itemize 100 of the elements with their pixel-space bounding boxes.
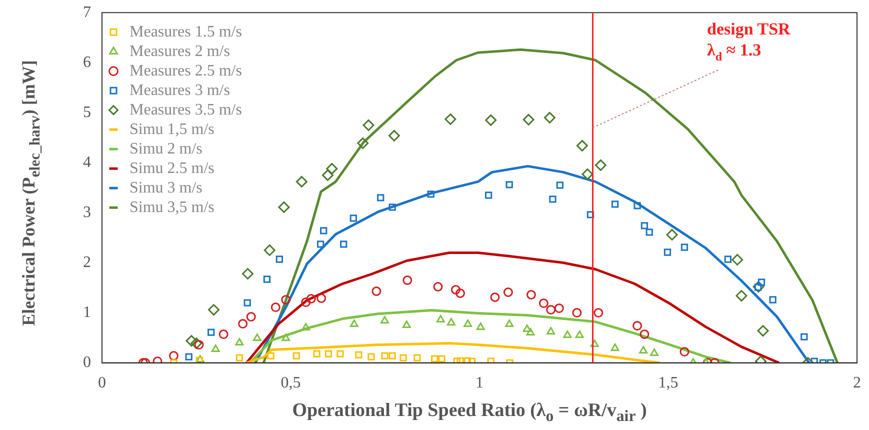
point <box>400 354 407 362</box>
point <box>522 114 534 126</box>
point <box>372 286 382 296</box>
point <box>190 338 202 350</box>
x-tick-label: 2 <box>853 374 861 392</box>
point <box>634 202 641 210</box>
point <box>350 320 358 328</box>
point <box>456 288 465 298</box>
point <box>586 211 594 218</box>
point <box>522 324 532 332</box>
point <box>301 298 311 308</box>
point <box>640 222 648 230</box>
y-tick-label: 7 <box>83 4 91 21</box>
point <box>313 350 320 358</box>
point <box>594 159 606 171</box>
point <box>732 254 744 266</box>
point <box>238 319 248 329</box>
point <box>388 130 400 142</box>
point <box>316 294 326 304</box>
point <box>340 240 348 248</box>
point <box>594 308 604 318</box>
legend-label: Measures 3.5 m/s <box>130 101 242 118</box>
point <box>185 353 192 360</box>
point <box>302 323 310 331</box>
point <box>357 137 369 149</box>
point <box>752 281 764 293</box>
point <box>324 350 332 358</box>
legend-label: Simu 3 m/s <box>130 179 202 196</box>
point <box>377 194 384 202</box>
point <box>758 278 766 286</box>
point <box>554 304 564 314</box>
legend-label: Simu 2.5 m/s <box>130 160 214 177</box>
point <box>252 334 262 342</box>
point <box>235 338 244 346</box>
point <box>769 296 776 304</box>
legend-label: Simu 2 m/s <box>130 140 202 158</box>
point <box>453 358 460 363</box>
point <box>446 318 456 326</box>
point <box>572 308 582 318</box>
point <box>680 244 688 251</box>
point <box>350 214 357 222</box>
y-tick-label: 3 <box>83 204 91 221</box>
point <box>485 114 497 126</box>
point <box>590 340 599 348</box>
y-tick-label: 0 <box>83 354 91 372</box>
point <box>208 328 215 336</box>
point <box>487 358 494 363</box>
point <box>296 176 308 188</box>
point <box>320 227 328 234</box>
point <box>402 320 411 328</box>
point <box>381 352 388 360</box>
point <box>322 169 334 181</box>
point <box>402 276 412 286</box>
point <box>362 119 374 131</box>
point <box>611 200 619 208</box>
point <box>244 299 251 306</box>
point <box>211 344 220 352</box>
point <box>484 192 492 199</box>
y-tick-label: 4 <box>83 154 91 171</box>
legend-label: Measures 3 m/s <box>130 82 230 99</box>
point <box>236 354 243 362</box>
point <box>380 316 389 324</box>
point <box>724 256 732 263</box>
point <box>476 322 485 330</box>
point <box>544 112 556 124</box>
point <box>326 162 338 174</box>
point <box>282 334 290 342</box>
point <box>464 357 471 363</box>
point <box>505 320 514 328</box>
point <box>276 256 284 263</box>
point <box>433 282 443 292</box>
point <box>242 268 254 280</box>
point <box>576 140 588 152</box>
point <box>526 328 535 336</box>
point <box>355 351 362 358</box>
point <box>278 201 290 213</box>
point <box>246 312 256 322</box>
x-tick-label: 1,5 <box>658 374 678 392</box>
y-tick-label: 1 <box>83 304 91 321</box>
point <box>556 182 564 189</box>
point <box>218 330 228 340</box>
point <box>464 320 472 328</box>
point <box>646 228 653 236</box>
point <box>281 295 291 305</box>
point <box>549 196 556 203</box>
point <box>388 352 396 360</box>
point <box>194 340 204 350</box>
point <box>438 355 446 362</box>
point <box>650 348 658 356</box>
x-axis-title: Operational Tip Speed Ratio (λ$_{o}$ = ωR/v$_{air}$ ) <box>291 400 648 426</box>
point <box>168 351 178 361</box>
y-tick-label: 5 <box>83 104 91 121</box>
legend-label: Simu 1,5 m/s <box>130 120 214 138</box>
point <box>292 352 300 360</box>
x-tick-label: 0 <box>98 374 106 392</box>
point <box>736 290 748 302</box>
point <box>306 294 316 304</box>
point <box>582 168 594 180</box>
point <box>639 346 648 354</box>
point <box>666 228 678 240</box>
